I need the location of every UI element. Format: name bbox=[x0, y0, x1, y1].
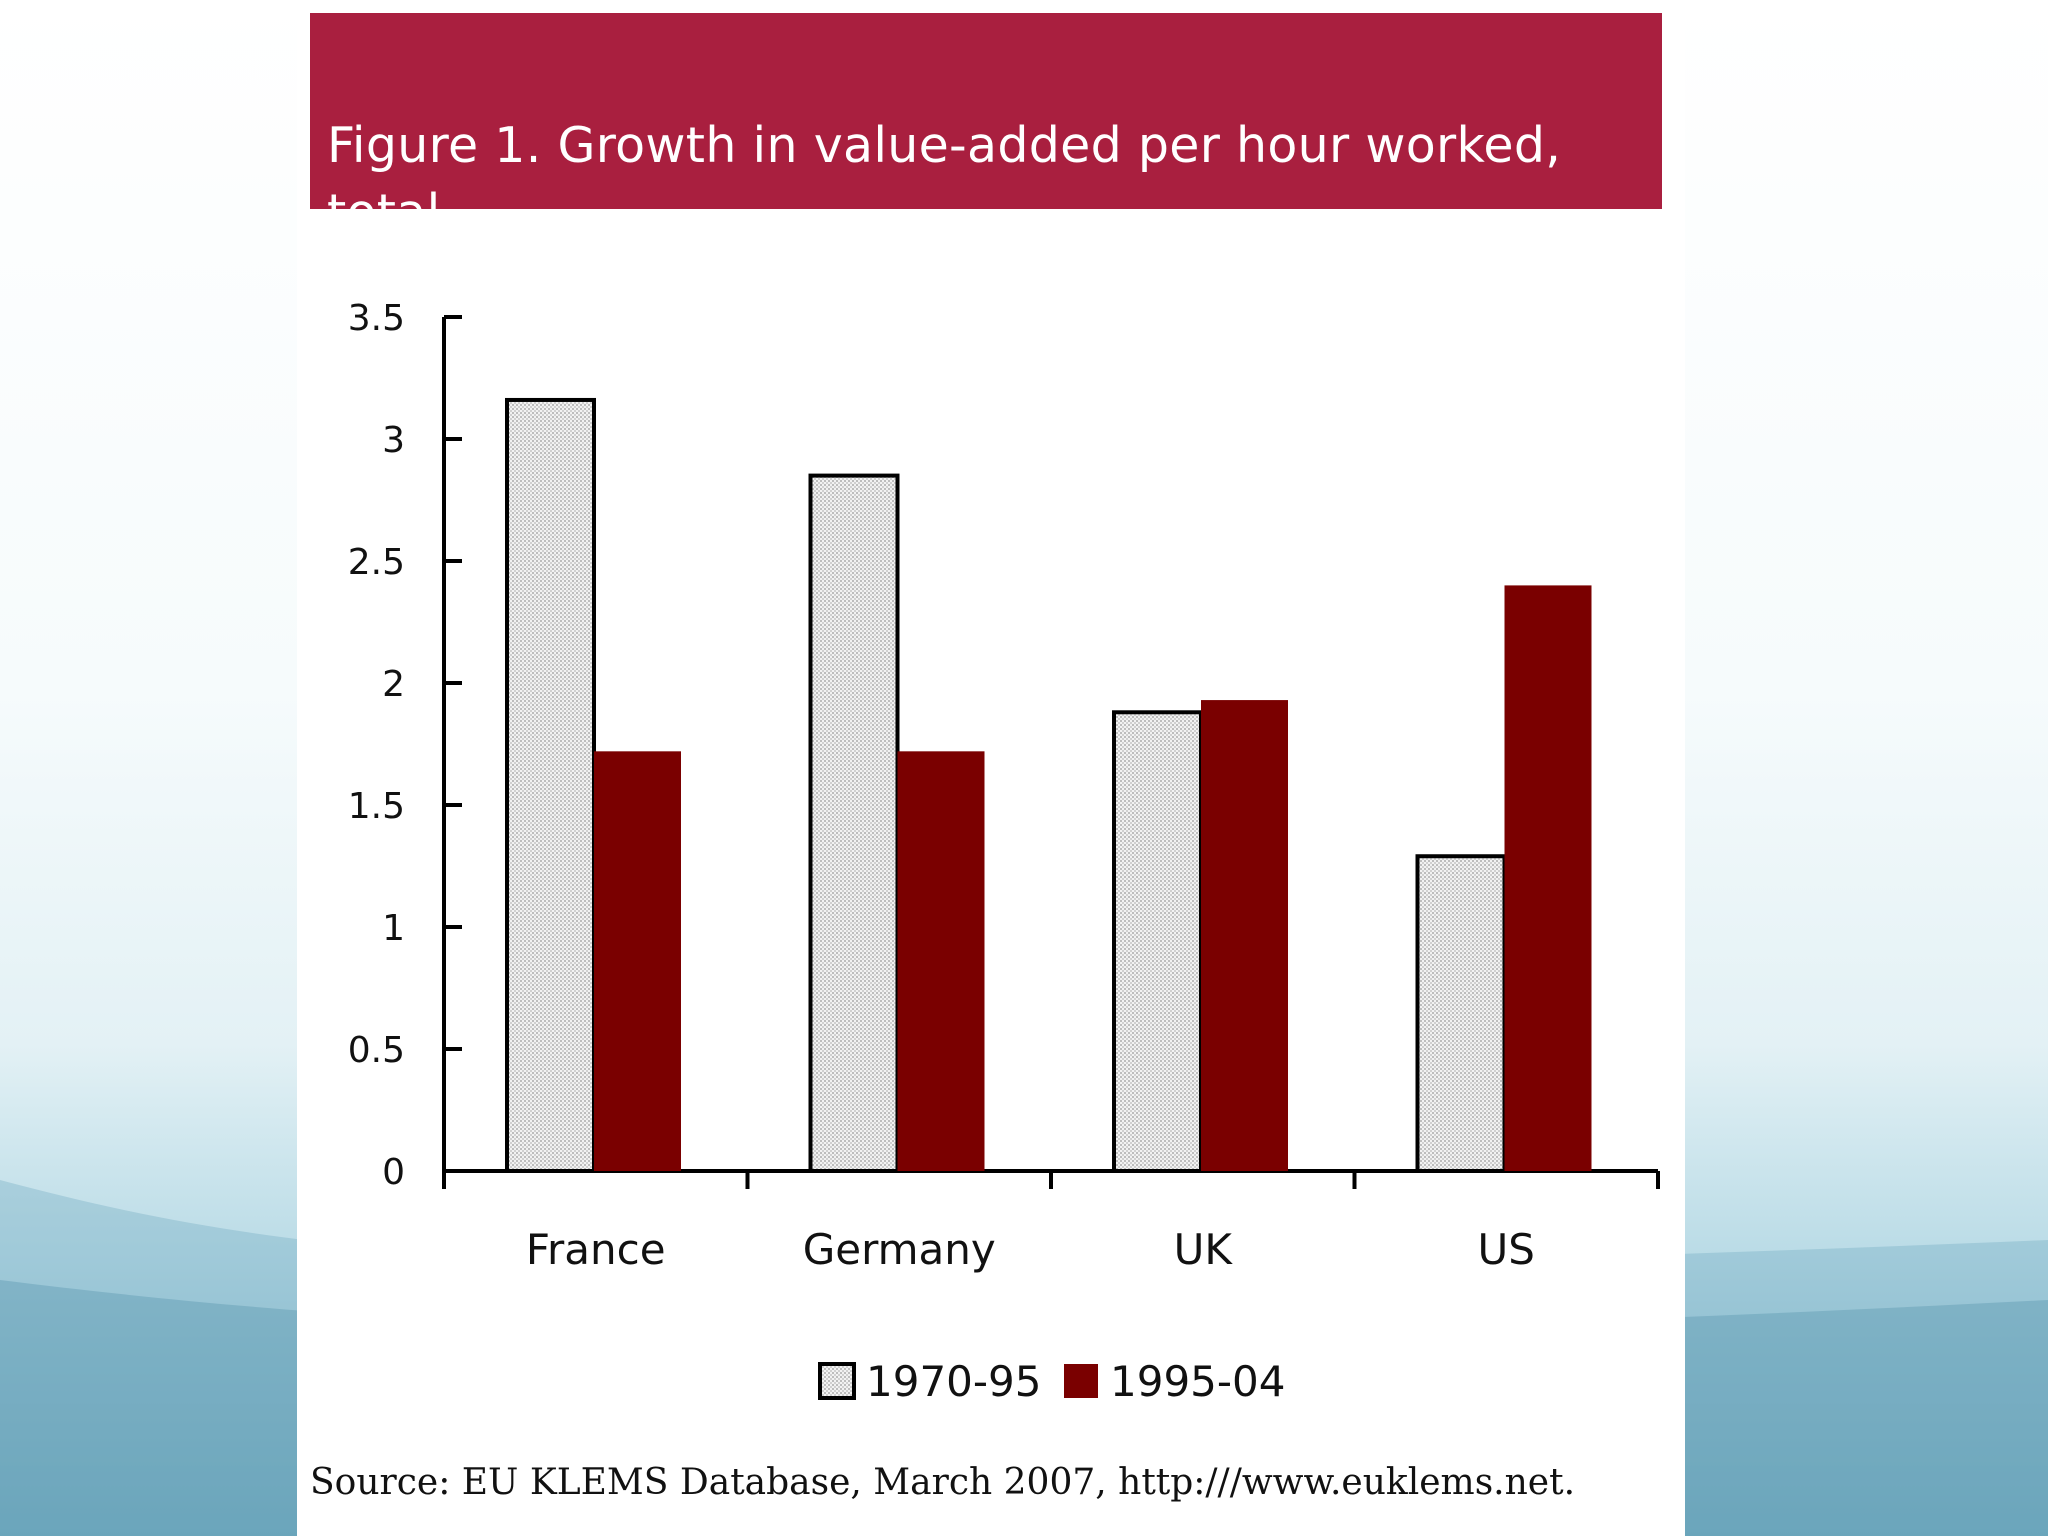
y-tick-label-4: 2 bbox=[382, 664, 405, 705]
figure-title: Figure 1. Growth in value-added per hour… bbox=[327, 45, 1644, 514]
bar-us-1970-95 bbox=[1415, 854, 1507, 1173]
bar-us-1995-04 bbox=[1504, 585, 1592, 1171]
y-tick-label-3: 1.5 bbox=[348, 786, 405, 827]
bar-uk-1970-95 bbox=[1112, 710, 1203, 1174]
chart-labels: France Germany UK US 0 0.5 1 1.5 2 2.5 3 3.5 bbox=[348, 298, 1535, 1274]
x-tick-label-uk: UK bbox=[1174, 1225, 1234, 1274]
bar-france-1970-95 bbox=[505, 397, 596, 1173]
chart-legend: 1970-95 1995-04 bbox=[818, 1357, 1286, 1406]
y-tick-label-0: 0 bbox=[382, 1152, 405, 1193]
figure-title-line-1: Figure 1. Growth in value-added per hour… bbox=[327, 117, 1562, 241]
chart-bars bbox=[505, 397, 1592, 1174]
source-note: Source: EU KLEMS Database, March 2007, h… bbox=[310, 1462, 1576, 1503]
figure-title-line-2: economy, per cent per annum, 1970–95 and… bbox=[327, 318, 1600, 442]
legend-swatch-1970-95 bbox=[818, 1362, 856, 1400]
y-tick-label-7: 3.5 bbox=[348, 298, 405, 339]
bar-uk-1995-04 bbox=[1201, 700, 1288, 1171]
x-tick-label-france: France bbox=[526, 1225, 666, 1274]
y-tick-label-1: 0.5 bbox=[348, 1030, 405, 1071]
x-tick-label-germany: Germany bbox=[803, 1225, 996, 1274]
legend-label-1995-04: 1995-04 bbox=[1110, 1357, 1286, 1406]
legend-swatch-1995-04 bbox=[1064, 1364, 1098, 1398]
bar-germany-1995-04 bbox=[897, 751, 985, 1171]
figure-title-bar: Figure 1. Growth in value-added per hour… bbox=[310, 13, 1662, 442]
y-tick-label-6: 3 bbox=[382, 420, 405, 461]
y-tick-label-2: 1 bbox=[382, 908, 405, 949]
legend-label-1970-95: 1970-95 bbox=[866, 1357, 1042, 1406]
x-tick-label-us: US bbox=[1478, 1225, 1535, 1274]
y-tick-label-5: 2.5 bbox=[348, 542, 405, 583]
bar-france-1995-04 bbox=[594, 751, 681, 1171]
bar-germany-1970-95 bbox=[808, 473, 900, 1174]
